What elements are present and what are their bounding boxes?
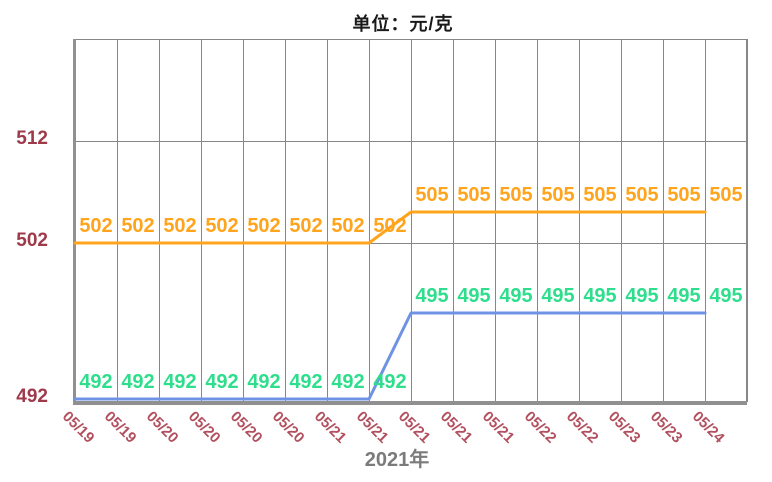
x-axis-tick-label: 05/20 xyxy=(142,408,182,447)
y-axis-tick-label: 492 xyxy=(16,386,48,407)
point-value-label: 502 xyxy=(331,215,365,237)
point-value-label: 495 xyxy=(583,285,617,307)
x-axis-tick-label: 05/19 xyxy=(100,408,140,447)
v-gridline xyxy=(747,39,748,402)
x-axis-tick-label: 05/23 xyxy=(646,408,686,447)
point-value-label: 492 xyxy=(289,371,323,393)
x-axis-tick-label: 05/21 xyxy=(478,408,518,447)
point-value-label: 492 xyxy=(121,371,155,393)
x-axis-tick-label: 05/21 xyxy=(310,408,350,447)
v-gridline xyxy=(537,39,538,402)
y-axis-tick-label: 502 xyxy=(16,230,48,251)
point-value-label: 505 xyxy=(709,184,743,206)
x-axis-tick-label: 05/21 xyxy=(436,408,476,447)
point-value-label: 495 xyxy=(457,285,491,307)
x-axis-tick-label: 05/20 xyxy=(184,408,224,447)
v-gridline xyxy=(663,39,664,402)
point-value-label: 492 xyxy=(205,371,239,393)
point-value-label: 495 xyxy=(667,285,701,307)
v-gridline xyxy=(705,39,706,402)
point-value-label: 492 xyxy=(331,371,365,393)
point-value-label: 495 xyxy=(499,285,533,307)
plot-right-border xyxy=(746,39,747,402)
x-axis-tick-label: 05/20 xyxy=(268,408,308,447)
point-value-label: 495 xyxy=(415,285,449,307)
point-value-label: 505 xyxy=(457,184,491,206)
point-value-label: 505 xyxy=(415,184,449,206)
point-value-label: 502 xyxy=(373,215,407,237)
x-axis-tick-label: 05/19 xyxy=(58,408,98,447)
v-gridline xyxy=(411,39,412,402)
chart-title: 单位：元/克 xyxy=(352,14,454,34)
point-value-label: 505 xyxy=(625,184,659,206)
v-gridline xyxy=(495,39,496,402)
point-value-label: 502 xyxy=(247,215,281,237)
point-value-label: 492 xyxy=(373,371,407,393)
x-axis-tick-label: 05/22 xyxy=(562,408,602,447)
point-value-label: 495 xyxy=(709,285,743,307)
point-value-label: 495 xyxy=(541,285,575,307)
point-value-label: 505 xyxy=(583,184,617,206)
x-axis-tick-label: 05/20 xyxy=(226,408,266,447)
h-gridline xyxy=(75,141,747,142)
v-gridline xyxy=(579,39,580,402)
x-axis-tick-label: 05/21 xyxy=(352,408,392,447)
point-value-label: 502 xyxy=(121,215,155,237)
x-axis-tick-label: 05/22 xyxy=(520,408,560,447)
point-value-label: 492 xyxy=(79,371,113,393)
x-axis-tick-label: 05/21 xyxy=(394,408,434,447)
point-value-label: 505 xyxy=(541,184,575,206)
x-axis-spine xyxy=(73,401,747,405)
point-value-label: 502 xyxy=(79,215,113,237)
v-gridline xyxy=(453,39,454,402)
h-gridline xyxy=(75,243,747,244)
point-value-label: 502 xyxy=(163,215,197,237)
point-value-label: 492 xyxy=(163,371,197,393)
x-axis-title: 2021年 xyxy=(364,449,430,471)
point-value-label: 502 xyxy=(205,215,239,237)
x-axis-tick-label: 05/23 xyxy=(604,408,644,447)
point-value-label: 495 xyxy=(625,285,659,307)
point-value-label: 505 xyxy=(499,184,533,206)
point-value-label: 502 xyxy=(289,215,323,237)
y-axis-tick-label: 512 xyxy=(16,128,48,149)
x-axis-tick-label: 05/24 xyxy=(688,408,728,447)
point-value-label: 505 xyxy=(667,184,701,206)
plot-top-border xyxy=(75,39,747,40)
v-gridline xyxy=(621,39,622,402)
point-value-label: 492 xyxy=(247,371,281,393)
